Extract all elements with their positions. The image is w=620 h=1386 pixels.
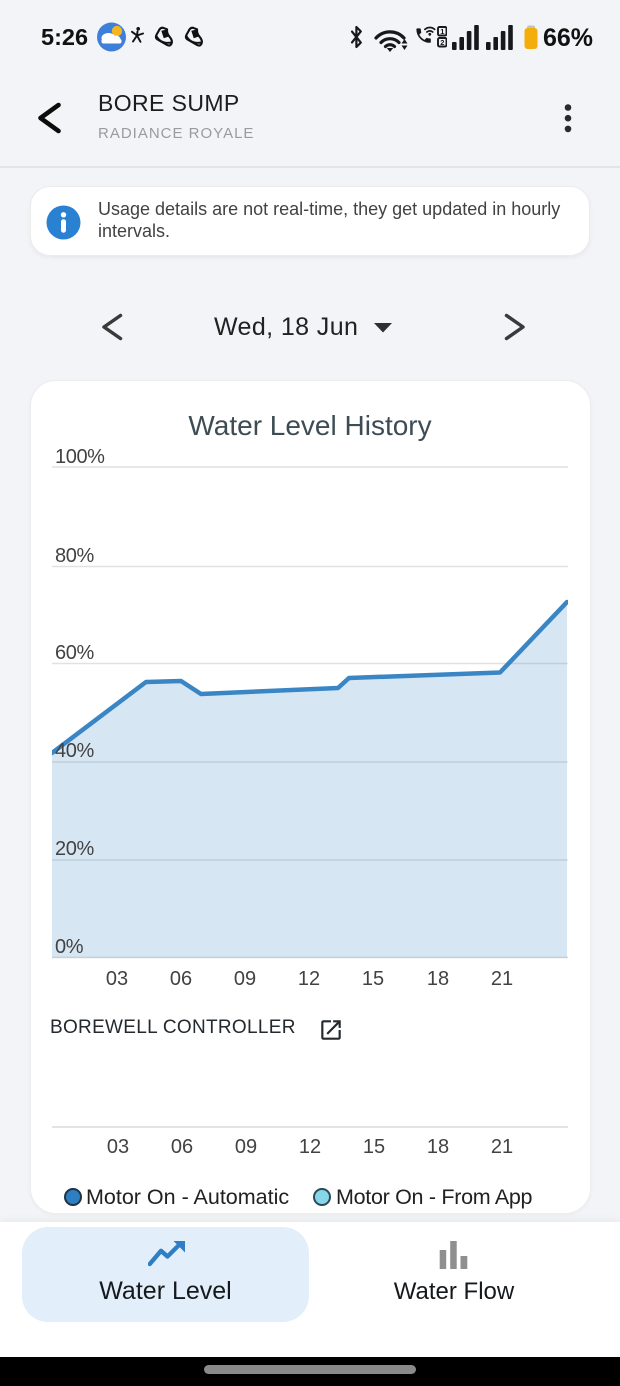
svg-text:1: 1: [440, 27, 444, 36]
svg-text:2: 2: [440, 38, 444, 47]
